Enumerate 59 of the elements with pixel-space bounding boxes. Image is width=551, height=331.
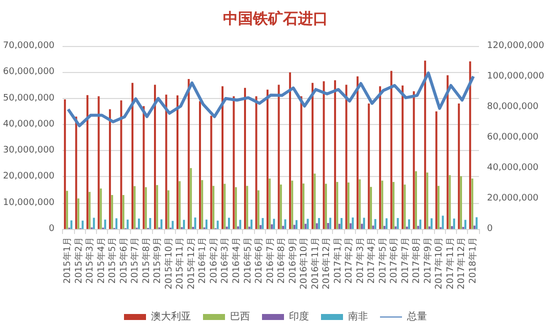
y-tick-label: 50,000,000 — [3, 93, 55, 104]
legend-label: 印度 — [289, 310, 309, 322]
legend-label: 南非 — [348, 310, 368, 322]
x-tick-label: 2017年9月 — [422, 237, 434, 284]
y-tick-label: 20,000,000 — [3, 172, 55, 182]
y2-tick-label: 60,000,000 — [487, 132, 539, 142]
x-tick-label: 2017年7月 — [400, 237, 411, 284]
legend-label: 澳大利亚 — [151, 310, 191, 322]
x-tick-label: 2016年6月 — [254, 237, 265, 284]
y-tick-label: 60,000,000 — [3, 67, 55, 78]
y2-tick-label: 80,000,000 — [487, 102, 539, 112]
x-tick-label: 2016年11月 — [310, 237, 321, 290]
x-tick-label: 2015年3月 — [84, 237, 96, 284]
y-tick-label: 30,000,000 — [3, 146, 55, 156]
x-tick-label: 2017年3月 — [354, 237, 366, 284]
chart-title: 中国铁矿石进口 — [223, 10, 328, 28]
x-tick-label: 2017年1月 — [332, 237, 344, 284]
legend-label: 巴西 — [230, 312, 250, 322]
x-tick-label: 2015年1月 — [62, 237, 74, 284]
x-tick-label: 2015年9月 — [152, 237, 164, 284]
x-tick-label: 2016年4月 — [230, 237, 242, 284]
x-tick-label: 2015年5月 — [107, 237, 118, 284]
y2-tick-label: 0 — [487, 224, 493, 234]
line-series — [66, 71, 475, 128]
x-tick-label: 2016年1月 — [197, 237, 208, 284]
x-tick-label: 2017年12月 — [456, 237, 468, 290]
x-tick-label: 2017年4月 — [366, 237, 378, 284]
x-tick-label: 2016年2月 — [208, 237, 220, 284]
x-tick-label: 2018年1月 — [467, 237, 478, 284]
x-tick-label: 2017年5月 — [377, 237, 388, 284]
legend-label: 总量 — [406, 310, 427, 322]
x-tick-label: 2015年8月 — [140, 237, 152, 284]
y-tick-label: 70,000,000 — [3, 41, 55, 51]
x-tick-label: 2015年4月 — [96, 237, 107, 284]
x-tick-label: 2016年10月 — [298, 237, 310, 290]
y-tick-label: 40,000,000 — [3, 119, 55, 130]
x-tick-label: 2017年11月 — [444, 237, 456, 290]
x-tick-label: 2015年12月 — [186, 237, 197, 290]
x-tick-label: 2016年3月 — [220, 237, 231, 284]
x-tick-label: 2015年11月 — [174, 237, 186, 290]
y-tick-label: 0 — [48, 224, 55, 234]
x-tick-label: 2016年9月 — [287, 237, 298, 284]
x-tick-label: 2016年12月 — [321, 237, 332, 290]
x-tick-label: 2016年7月 — [264, 237, 276, 284]
x-tick-label: 2015年6月 — [118, 237, 130, 284]
x-tick-label: 2015年2月 — [73, 237, 84, 284]
x-tick-label: 2016年5月 — [242, 237, 254, 284]
y2-tick-label: 40,000,000 — [487, 163, 539, 173]
x-tick-label: 2015年7月 — [130, 237, 141, 284]
y2-tick-label: 120,000,000 — [487, 41, 545, 51]
y2-tick-label: 20,000,000 — [487, 194, 539, 204]
y-tick-label: 10,000,000 — [3, 198, 55, 208]
y2-tick-label: 100,000,000 — [487, 72, 545, 82]
x-tick-label: 2017年6月 — [388, 237, 400, 284]
x-tick-label: 2017年2月 — [344, 237, 355, 284]
x-tick-label: 2017年10月 — [434, 237, 445, 290]
x-tick-label: 2015年10月 — [163, 237, 174, 290]
x-tick-label: 2016年8月 — [276, 237, 288, 284]
x-tick-label: 2017年8月 — [411, 237, 422, 284]
